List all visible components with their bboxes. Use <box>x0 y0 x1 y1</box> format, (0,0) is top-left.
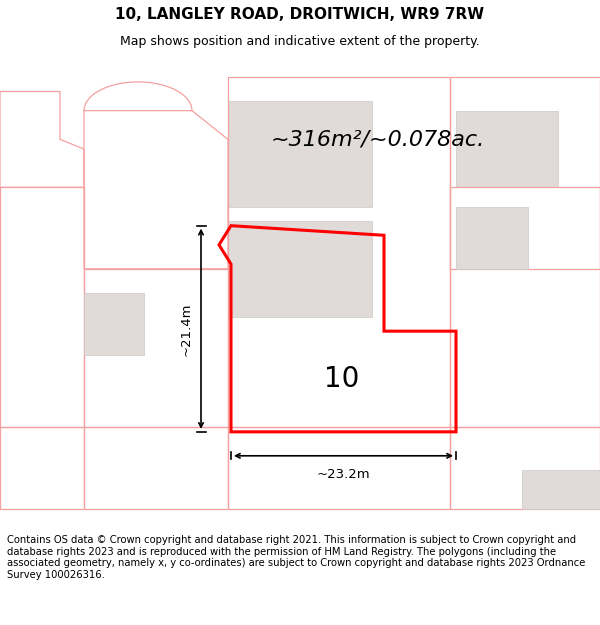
Text: ~316m²/~0.078ac.: ~316m²/~0.078ac. <box>271 129 485 149</box>
Polygon shape <box>84 292 144 355</box>
Text: Contains OS data © Crown copyright and database right 2021. This information is : Contains OS data © Crown copyright and d… <box>7 535 586 580</box>
Text: 10, LANGLEY ROAD, DROITWICH, WR9 7RW: 10, LANGLEY ROAD, DROITWICH, WR9 7RW <box>115 8 485 22</box>
Text: 10: 10 <box>325 365 359 393</box>
Text: Map shows position and indicative extent of the property.: Map shows position and indicative extent… <box>120 35 480 48</box>
Text: ~23.2m: ~23.2m <box>317 468 370 481</box>
Polygon shape <box>228 221 372 317</box>
Polygon shape <box>456 111 558 188</box>
Text: ~21.4m: ~21.4m <box>179 302 193 356</box>
Polygon shape <box>228 101 372 206</box>
Polygon shape <box>522 470 600 509</box>
Polygon shape <box>456 206 528 269</box>
